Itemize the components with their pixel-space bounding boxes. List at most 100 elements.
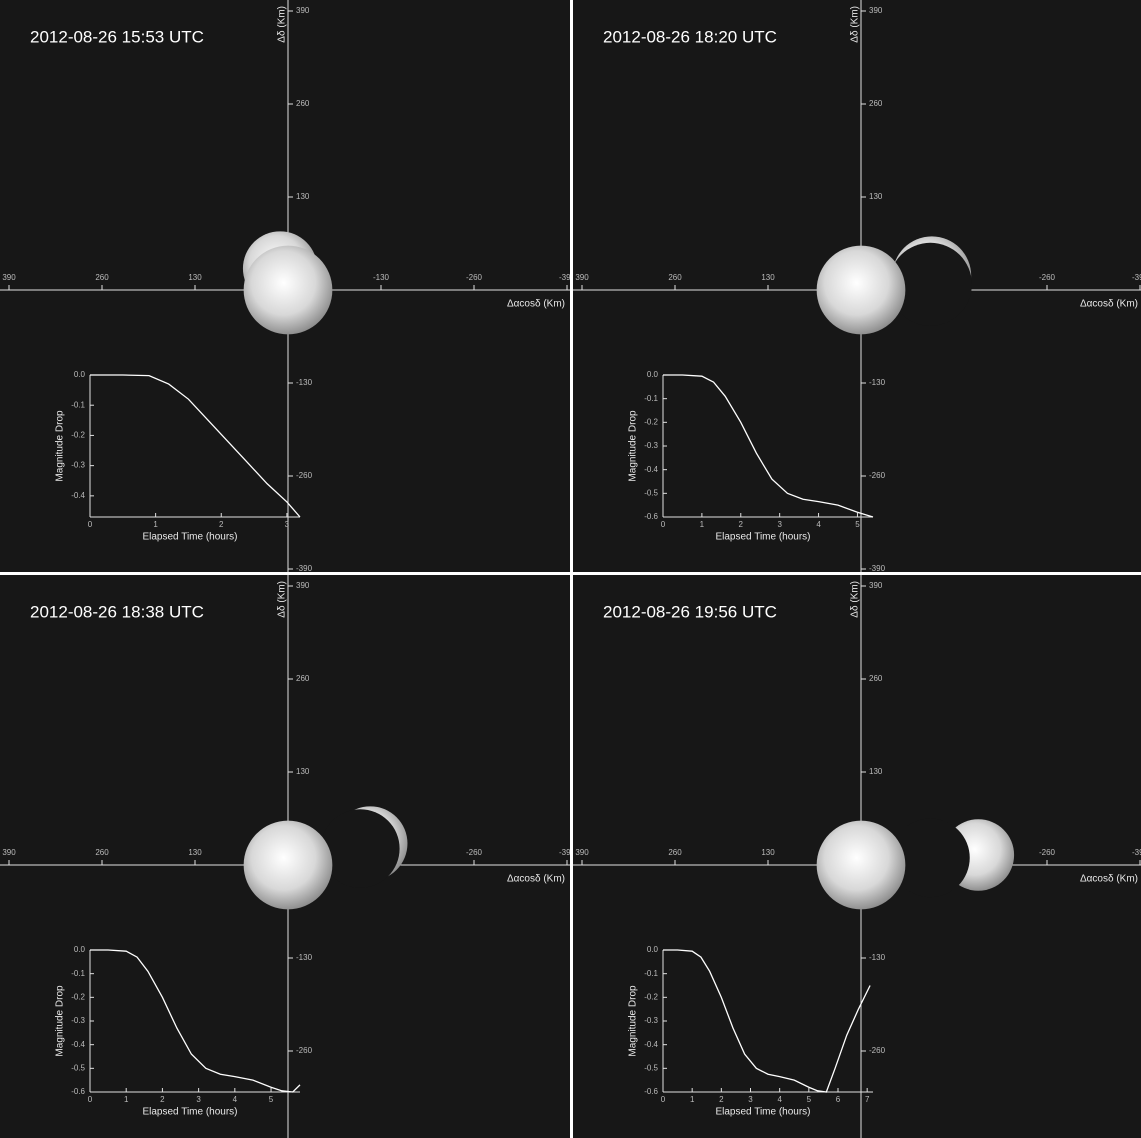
x-tick-label: -260	[1039, 273, 1056, 282]
inset-y-tick-label: -0.6	[71, 1087, 85, 1096]
y-tick-label: 260	[869, 674, 883, 683]
y-tick-label: 390	[869, 6, 883, 15]
light-curve	[663, 374, 874, 518]
inset-x-label: Elapsed Time (hours)	[142, 1107, 237, 1118]
panel-title: 2012-08-26 18:38 UTC	[30, 602, 204, 621]
inset-y-tick-label: -0.4	[71, 1040, 85, 1049]
y-tick-label: -130	[296, 953, 313, 962]
inset-x-label: Elapsed Time (hours)	[715, 1107, 810, 1118]
inset-y-label: Magnitude Drop	[628, 410, 639, 482]
x-tick-label: -260	[1039, 848, 1056, 857]
inset-x-tick-label: 0	[88, 520, 93, 529]
x-tick-label: 130	[761, 848, 775, 857]
light-curve	[663, 949, 871, 1093]
inset-x-tick-label: 3	[748, 1095, 753, 1104]
body	[816, 245, 906, 335]
y-tick-label: 390	[296, 581, 310, 590]
inset-x-tick-label: 3	[777, 520, 782, 529]
inset-y-tick-label: -0.5	[644, 488, 658, 497]
x-tick-label: 260	[668, 848, 682, 857]
inset-x-tick-label: 1	[124, 1095, 129, 1104]
inset-x-tick-label: 2	[160, 1095, 165, 1104]
panel-title: 2012-08-26 18:20 UTC	[603, 27, 777, 46]
x-tick-label: -390	[559, 273, 576, 282]
inset-x-label: Elapsed Time (hours)	[142, 532, 237, 543]
inset-x-tick-label: 6	[836, 1095, 841, 1104]
inset-x-tick-label: 5	[855, 520, 860, 529]
light-curve	[90, 949, 301, 1093]
inset-x-tick-label: 1	[153, 520, 158, 529]
inset-x-tick-label: 2	[719, 1095, 724, 1104]
inset-y-tick-label: 0.0	[647, 945, 659, 954]
inset-y-tick-label: -0.3	[71, 461, 85, 470]
y-tick-label: 130	[296, 767, 310, 776]
x-tick-label: 260	[95, 848, 109, 857]
x-axis-label: Δαcosδ (Km)	[1080, 874, 1138, 885]
x-tick-label: 130	[761, 273, 775, 282]
panel: 390260130-130-260-390-390-260-1301302603…	[0, 575, 576, 1138]
inset-y-tick-label: -0.6	[644, 512, 658, 521]
y-tick-label: -260	[869, 471, 886, 480]
y-tick-label: -260	[869, 1046, 886, 1055]
panel: 390260130-130-260-390-390-260-1301302603…	[573, 575, 1141, 1138]
x-tick-label: -130	[373, 273, 390, 282]
x-tick-label: 390	[575, 273, 589, 282]
y-axis-label: Δδ (Km)	[277, 6, 288, 43]
y-axis-label: Δδ (Km)	[277, 581, 288, 618]
inset-y-tick-label: -0.4	[644, 1040, 658, 1049]
y-axis-label: Δδ (Km)	[850, 581, 861, 618]
y-tick-label: -130	[869, 953, 886, 962]
inset-y-tick-label: -0.1	[71, 969, 85, 978]
x-axis-label: Δαcosδ (Km)	[507, 299, 565, 310]
inset-y-tick-label: -0.2	[71, 431, 85, 440]
x-tick-label: 260	[95, 273, 109, 282]
inset-y-tick-label: -0.5	[71, 1063, 85, 1072]
inset-y-tick-label: -0.4	[644, 465, 658, 474]
y-tick-label: 260	[296, 99, 310, 108]
y-axis-label: Δδ (Km)	[850, 6, 861, 43]
x-axis-label: Δαcosδ (Km)	[507, 874, 565, 885]
inset-x-tick-label: 5	[807, 1095, 812, 1104]
x-tick-label: 130	[188, 848, 202, 857]
inset-x-tick-label: 0	[661, 1095, 666, 1104]
x-tick-label: -260	[466, 273, 483, 282]
body	[243, 820, 333, 910]
inset-x-tick-label: 1	[700, 520, 705, 529]
y-tick-label: 130	[869, 192, 883, 201]
y-tick-label: 130	[869, 767, 883, 776]
inset-y-tick-label: -0.3	[644, 441, 658, 450]
x-tick-label: -390	[559, 848, 576, 857]
panel: 390260130-130-260-390-390-260-1301302603…	[573, 0, 1141, 573]
light-curve	[90, 374, 301, 518]
x-tick-label: 260	[668, 273, 682, 282]
inset-x-tick-label: 2	[219, 520, 224, 529]
x-tick-label: 390	[2, 273, 16, 282]
y-tick-label: -390	[296, 564, 313, 573]
inset-y-label: Magnitude Drop	[55, 410, 66, 482]
inset-y-tick-label: -0.2	[644, 417, 658, 426]
y-tick-label: -130	[296, 378, 313, 387]
inset-x-tick-label: 0	[661, 520, 666, 529]
y-tick-label: -260	[296, 1046, 313, 1055]
inset-x-tick-label: 2	[739, 520, 744, 529]
inset-y-tick-label: -0.4	[71, 491, 85, 500]
x-tick-label: 390	[575, 848, 589, 857]
inset-x-tick-label: 4	[777, 1095, 782, 1104]
y-tick-label: 260	[869, 99, 883, 108]
y-tick-label: 260	[296, 674, 310, 683]
inset-x-tick-label: 0	[88, 1095, 93, 1104]
inset-y-tick-label: -0.6	[644, 1087, 658, 1096]
panel-title: 2012-08-26 19:56 UTC	[603, 602, 777, 621]
y-tick-label: 130	[296, 192, 310, 201]
inset-y-label: Magnitude Drop	[628, 985, 639, 1057]
shadow	[320, 809, 400, 888]
y-tick-label: -390	[869, 564, 886, 573]
inset-x-tick-label: 3	[196, 1095, 201, 1104]
body	[243, 245, 333, 335]
x-tick-label: 390	[2, 848, 16, 857]
inset-y-tick-label: 0.0	[74, 370, 86, 379]
inset-y-label: Magnitude Drop	[55, 985, 66, 1057]
inset-y-tick-label: 0.0	[647, 370, 659, 379]
shadow	[891, 818, 970, 898]
